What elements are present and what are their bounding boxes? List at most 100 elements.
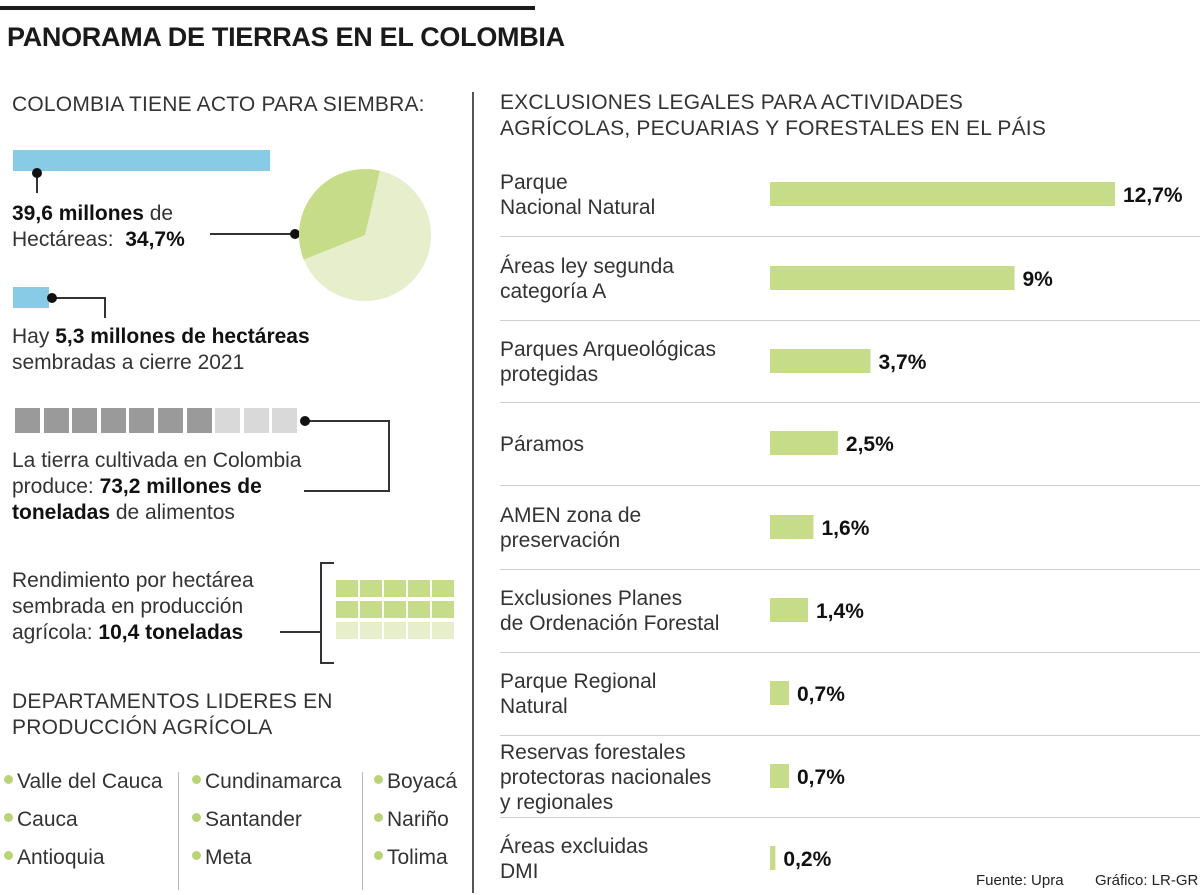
yield-unit-square — [336, 580, 358, 597]
bullet-dot-icon — [374, 850, 383, 860]
department-item: Tolima — [374, 839, 457, 877]
pie-dot — [290, 229, 300, 239]
category-label: AMEN zona de preservación — [500, 503, 760, 553]
yield-leader — [280, 631, 322, 633]
aptitude-dot — [32, 168, 42, 178]
row-separator — [500, 485, 1200, 486]
departments-column-2: Cundinamarca Santander Meta — [192, 763, 342, 877]
food-line2: produce: 73,2 millones de — [12, 475, 262, 498]
category-label-line: AMEN zona de — [500, 504, 642, 527]
category-label-line: categoría A — [500, 280, 607, 303]
column-divider — [472, 92, 474, 893]
bullet-dot-icon — [192, 774, 201, 784]
department-item: Cauca — [4, 801, 163, 839]
department-item: Nariño — [374, 801, 457, 839]
category-label: Áreas excluidas DMI — [500, 834, 760, 884]
department-item: Boyacá — [374, 763, 457, 801]
food-leader-v — [388, 420, 390, 492]
category-label-line: DMI — [500, 860, 539, 883]
bar — [770, 266, 1015, 290]
row-separator — [500, 651, 1200, 653]
category-label: Parque Nacional Natural — [500, 170, 760, 220]
department-item: Santander — [192, 801, 342, 839]
category-label-line: y regionales — [500, 790, 614, 814]
departments-heading-line2: PRODUCCIÓN AGRÍCOLA — [12, 716, 273, 739]
food-unit-square — [15, 408, 40, 433]
category-label-line: Nacional Natural — [500, 196, 656, 219]
yield-unit-square — [432, 622, 454, 639]
bar-value-label: 1,6% — [822, 517, 870, 540]
sown-dot — [47, 293, 57, 303]
source-credit: Fuente: Upra — [976, 872, 1064, 889]
yield-unit-square — [384, 580, 406, 597]
yield-unit-square — [408, 580, 430, 597]
yield-grid — [336, 580, 456, 646]
food-leader-top — [306, 420, 390, 422]
bar-value-label: 9% — [1023, 268, 1054, 291]
yield-line2: sembrada en producción — [12, 595, 244, 618]
bar-value-label: 3,7% — [879, 351, 927, 374]
category-label-line: Páramos — [500, 432, 585, 456]
bullet-dot-icon — [374, 774, 383, 784]
bar — [770, 349, 871, 373]
aptitude-pie — [298, 168, 431, 301]
bar-value-label: 0,7% — [797, 683, 845, 706]
food-line3: toneladas de alimentos — [12, 501, 235, 524]
category-label: Parque Regional Natural — [500, 669, 760, 719]
category-label: Páramos — [500, 432, 760, 457]
department-item: Valle del Cauca — [4, 763, 163, 801]
aptitude-line2: Hectáreas: 34,7% — [12, 228, 185, 251]
bar — [770, 182, 1115, 206]
food-unit-square — [72, 408, 98, 433]
category-label: Áreas ley segunda categoría A — [500, 254, 760, 304]
food-leader-bottom — [304, 490, 390, 492]
bar-value-label: 2,5% — [846, 433, 894, 456]
row-separator — [500, 817, 1200, 818]
department-item: Antioquia — [4, 839, 163, 877]
food-units — [15, 408, 305, 434]
food-line1: La tierra cultivada en Colombia — [12, 449, 302, 472]
bar-value-label: 0,7% — [797, 766, 845, 789]
bar — [770, 431, 838, 455]
yield-bracket-top — [320, 562, 334, 564]
yield-unit-square — [360, 580, 382, 597]
food-unit-square — [186, 408, 212, 433]
aptitude-bar — [13, 150, 270, 171]
bullet-dot-icon — [4, 774, 13, 784]
bar-value-label: 1,4% — [816, 600, 864, 623]
aptitude-leader — [36, 171, 38, 193]
category-label: Exclusiones Planes de Ordenación Forestal — [500, 586, 760, 636]
sown-line1: Hay 5,3 millones de hectáreas — [12, 325, 310, 348]
food-unit-square — [100, 408, 126, 433]
bar — [770, 598, 808, 622]
yield-unit-square — [336, 622, 358, 639]
bar — [770, 515, 814, 539]
yield-unit-square — [360, 622, 382, 639]
category-label-line: Parques Arqueológicas — [500, 338, 716, 361]
bullet-dot-icon — [192, 812, 201, 822]
sown-leader-h — [50, 297, 106, 299]
sown-line2: sembradas a cierre 2021 — [12, 351, 245, 374]
left-heading: COLOMBIA TIENE ACTO PARA SIEMBRA: — [12, 93, 425, 116]
graphic-credit: Gráfico: LR-GR — [1095, 872, 1199, 889]
bar-value-label: 12,7% — [1123, 184, 1183, 207]
bar — [770, 846, 776, 870]
bullet-dot-icon — [192, 850, 201, 860]
sown-leader-v — [104, 297, 106, 318]
yield-unit-square — [384, 601, 406, 618]
departments-separator-1 — [178, 772, 179, 890]
departments-heading-line1: DEPARTAMENTOS LIDERES EN — [12, 690, 333, 713]
row-separator — [500, 568, 1200, 570]
category-label-line: Parque Regional — [500, 670, 657, 693]
yield-line3: agrícola: 10,4 toneladas — [12, 621, 244, 644]
category-label-line: protectoras nacionales — [500, 765, 712, 789]
yield-line1: Rendimiento por hectárea — [12, 569, 254, 592]
departments-column-3: Boyacá Nariño Tolima — [374, 763, 457, 877]
bullet-dot-icon — [4, 850, 13, 860]
food-unit-square — [43, 408, 69, 433]
row-separator — [500, 734, 1200, 736]
category-label-line: preservación — [500, 529, 621, 552]
food-dot — [300, 416, 310, 426]
food-unit-square — [215, 408, 241, 433]
yield-unit-square — [336, 601, 358, 618]
